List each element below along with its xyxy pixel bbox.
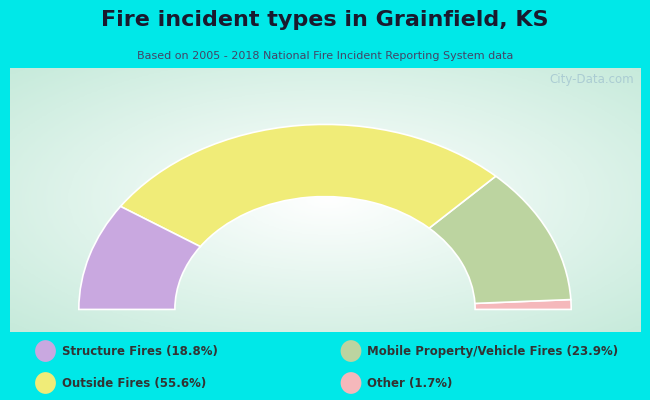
Text: Based on 2005 - 2018 National Fire Incident Reporting System data: Based on 2005 - 2018 National Fire Incid…	[136, 51, 514, 61]
Text: City-Data.com: City-Data.com	[549, 73, 634, 86]
Ellipse shape	[341, 372, 361, 394]
Ellipse shape	[35, 340, 56, 362]
Text: Fire incident types in Grainfield, KS: Fire incident types in Grainfield, KS	[101, 10, 549, 30]
Wedge shape	[120, 124, 496, 247]
Text: Structure Fires (18.8%): Structure Fires (18.8%)	[62, 344, 218, 358]
Text: Other (1.7%): Other (1.7%)	[367, 376, 452, 390]
Text: Mobile Property/Vehicle Fires (23.9%): Mobile Property/Vehicle Fires (23.9%)	[367, 344, 618, 358]
Wedge shape	[429, 176, 571, 304]
Ellipse shape	[35, 372, 56, 394]
Wedge shape	[475, 300, 571, 310]
Ellipse shape	[341, 340, 361, 362]
Wedge shape	[79, 206, 200, 310]
Text: Outside Fires (55.6%): Outside Fires (55.6%)	[62, 376, 206, 390]
